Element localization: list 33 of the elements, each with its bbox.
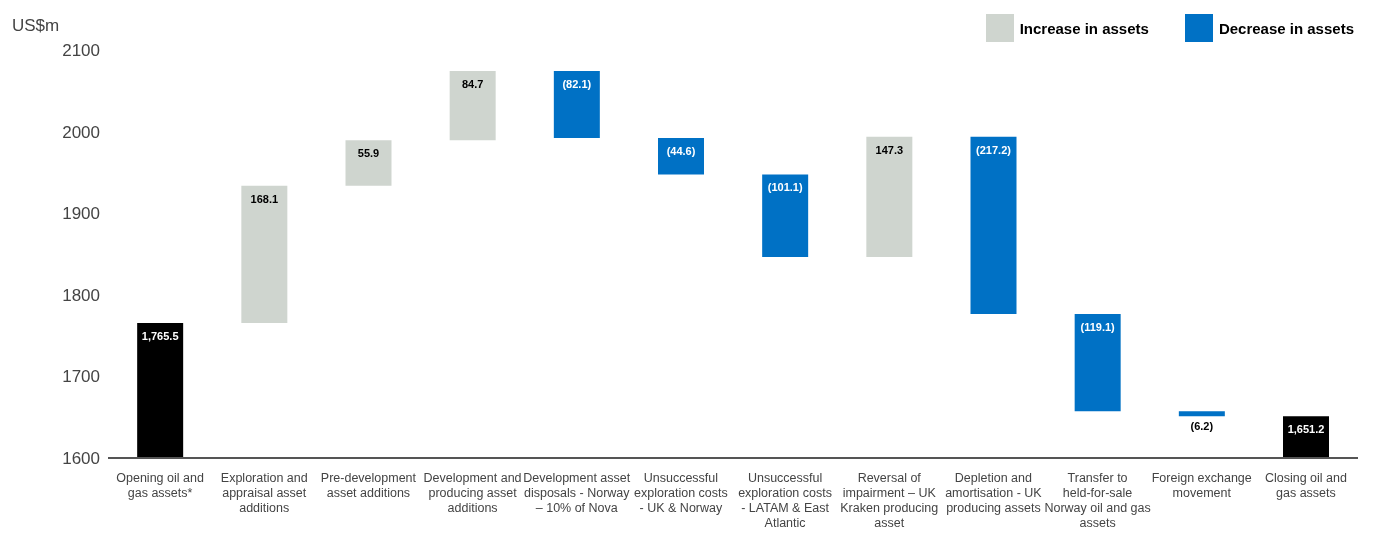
text: 168.1 bbox=[250, 192, 279, 205]
text: 1,765.5 bbox=[141, 329, 179, 342]
x-tick-label: Foreign exchange movement bbox=[1151, 471, 1252, 500]
y-axis-title: US$m bbox=[12, 16, 60, 36]
text: (119.1) bbox=[1080, 320, 1115, 333]
text: (6.2) bbox=[1190, 420, 1214, 433]
x-tick-label: Closing oil and gas assets bbox=[1264, 471, 1347, 500]
legend-label: Increase in assets bbox=[1019, 19, 1149, 37]
y-tick-label: 1900 bbox=[62, 204, 100, 224]
x-tick-label: Transfer to held-for-sale Norway oil and gas assets bbox=[1044, 471, 1151, 530]
y-tick-label: 1600 bbox=[62, 449, 100, 469]
text: (82.1) bbox=[562, 78, 592, 91]
text: (217.2) bbox=[976, 143, 1011, 156]
x-tick-label: Reversal of impairment – UK Kraken producing asset bbox=[840, 471, 939, 530]
y-tick-label: 2000 bbox=[62, 122, 100, 142]
x-tick-label: Depletion and amortisation - UK producing assets bbox=[945, 471, 1043, 515]
x-tick-label: Opening oil and gas assets* bbox=[116, 471, 204, 500]
text: 147.3 bbox=[875, 143, 904, 156]
text: (44.6) bbox=[666, 145, 696, 158]
x-tick-label: Unsuccessful exploration costs - UK & Norway bbox=[634, 471, 728, 515]
text: 1,651.2 bbox=[1287, 423, 1325, 436]
x-tick-label: Exploration and appraisal asset additions bbox=[220, 471, 308, 515]
y-tick-label: 1800 bbox=[62, 285, 100, 305]
text: 84.7 bbox=[461, 78, 484, 91]
x-tick-label: Development and producing asset additions bbox=[423, 471, 522, 515]
x-tick-label: Pre-development asset additions bbox=[320, 471, 417, 500]
legend-label: Decrease in assets bbox=[1218, 19, 1354, 37]
text: 55.9 bbox=[357, 147, 380, 160]
y-tick-label: 2100 bbox=[62, 41, 100, 61]
y-tick-label: 1700 bbox=[62, 367, 100, 387]
x-tick-label: Development asset disposals - Norway – 10% of Nova bbox=[523, 471, 631, 515]
text: (101.1) bbox=[767, 181, 803, 194]
x-tick-label: Unsuccessful exploration costs - LATAM & East Atlantic bbox=[738, 471, 832, 530]
